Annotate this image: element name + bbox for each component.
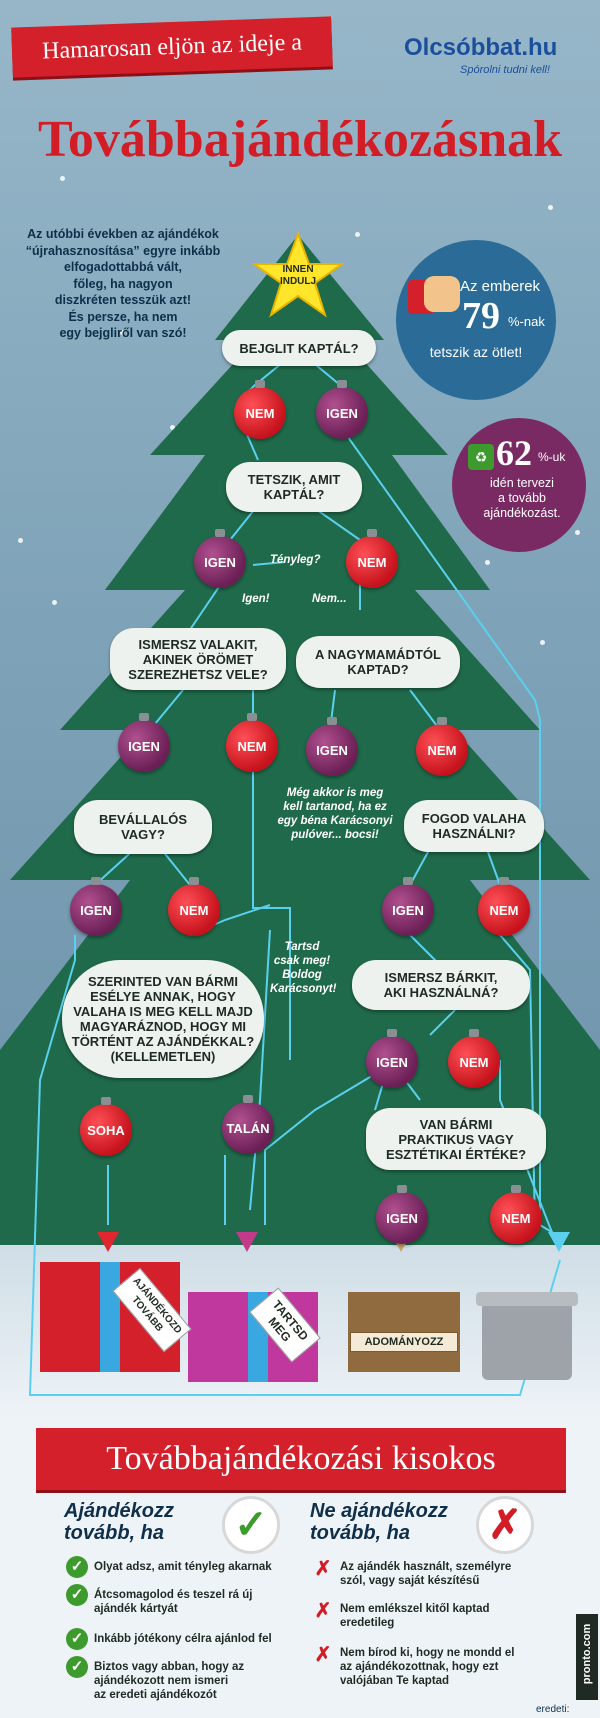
guide-left-heading: Ajándékozz tovább, ha xyxy=(64,1500,175,1544)
answer-igen: IGEN xyxy=(376,1185,428,1244)
question-hasznalni: FOGOD VALAHA HASZNÁLNI? xyxy=(404,800,544,852)
guide-right-heading: Ne ajándékozz tovább, ha xyxy=(310,1500,448,1544)
big-check-icon: ✓ xyxy=(222,1496,280,1554)
cross-icon: ✗ xyxy=(314,1600,332,1622)
snowflake xyxy=(60,176,65,181)
note-pulover: Még akkor is meg kell tartanod, ha ez eg… xyxy=(277,787,393,841)
answer-nem: NEM xyxy=(448,1029,500,1088)
question-tetszik: TETSZIK, AMIT KAPTÁL? xyxy=(226,462,362,512)
check-icon: ✓ xyxy=(66,1628,88,1650)
guide-title: Továbbajándékozási kisokos xyxy=(106,1440,496,1477)
snowflake xyxy=(548,205,553,210)
stat-79-unit: %-nak xyxy=(508,314,545,329)
answer-nem: NEM xyxy=(478,877,530,936)
stat-79-value: 79 xyxy=(462,295,500,337)
question-nagymama: A NAGYMAMÁDTÓL KAPTAD? xyxy=(296,636,460,688)
snowflake xyxy=(18,538,23,543)
recycle-gift-icon: ♻ xyxy=(468,444,494,470)
snowflake xyxy=(485,560,490,565)
answer-igen: IGEN xyxy=(118,713,170,772)
intro-text: Az utóbbi években az ajándékok “újrahasz… xyxy=(25,227,221,340)
stat-79-circle: Az emberek 79 %-nak tetszik az ötlet! xyxy=(396,240,556,400)
check-icon: ✓ xyxy=(66,1656,88,1678)
stat-62-circle: ♻ 62 %-uk idén tervezi a tovább ajándéko… xyxy=(452,418,586,552)
start-star-icon xyxy=(252,232,344,318)
thumbs-up-hand xyxy=(424,276,460,312)
outcome-tag-adomanyozz: ADOMÁNYOZZ xyxy=(350,1332,458,1352)
pronto-logo: pronto.com xyxy=(581,1623,593,1685)
snowflake xyxy=(540,640,545,645)
cross-icon: ✗ xyxy=(314,1558,332,1580)
site-tagline: Spórolni tudni kell! xyxy=(460,64,550,76)
answer-igen: IGEN xyxy=(382,877,434,936)
guide-right-item: Nem bírod ki, hogy ne mondd el az ajándé… xyxy=(340,1647,515,1687)
question-bejgli: BEJGLIT KAPTÁL? xyxy=(222,330,376,366)
page-title: Továbbajándékozásnak xyxy=(37,111,563,168)
source-label: eredeti: xyxy=(536,1704,570,1715)
answer-igen: IGEN xyxy=(70,877,122,936)
answer-nem: NEM xyxy=(226,713,278,772)
note-igen: Igen! xyxy=(242,593,270,605)
snowflake xyxy=(355,232,360,237)
snowflake xyxy=(170,425,175,430)
stat-62-value: 62 xyxy=(496,433,532,473)
stat-79-prefix: Az emberek xyxy=(460,278,541,295)
question-bevallalos: BEVÁLLALÓS VAGY? xyxy=(74,800,212,854)
check-icon: ✓ xyxy=(66,1556,88,1578)
big-cross-icon: ✗ xyxy=(476,1496,534,1554)
guide-right-item: Az ajándék használt, személyre szól, vag… xyxy=(340,1561,512,1587)
snowflake xyxy=(575,530,580,535)
note-tenyleg: Tényleg? xyxy=(270,554,321,566)
note-nem: Nem... xyxy=(312,593,347,605)
site-logo: Olcsóbbat.hu xyxy=(404,34,558,61)
guide-left-item: Átcsomagolod és teszel rá új ajándék kár… xyxy=(94,1589,253,1615)
question-ismersz-barkit: ISMERSZ BÁRKIT, AKI HASZNÁLNÁ? xyxy=(352,960,530,1010)
note-tartsd: Tartsd csak meg! Boldog Karácsonyt! xyxy=(270,941,337,995)
stat-62-suffix: idén tervezi a tovább ajándékozást. xyxy=(483,476,561,520)
answer-talan: TALÁN xyxy=(222,1095,274,1154)
answer-nem: NEM xyxy=(416,717,468,776)
snowflake xyxy=(120,330,125,335)
guide-right-item: Nem emlékszel kitől kaptad eredetileg xyxy=(340,1603,490,1629)
answer-soha: SOHA xyxy=(80,1097,132,1156)
answer-nem: NEM xyxy=(490,1185,542,1244)
answer-nem: NEM xyxy=(168,877,220,936)
guide-left-item: Biztos vagy abban, hogy az ajándékozott … xyxy=(94,1661,245,1701)
answer-igen: IGEN xyxy=(194,529,246,588)
guide-left-item: Olyat adsz, amit tényleg akarnak xyxy=(94,1561,272,1573)
start-label: INNEN INDULJ xyxy=(279,264,317,287)
answer-igen: IGEN xyxy=(366,1029,418,1088)
question-praktikus: VAN BÁRMI PRAKTIKUS VAGY ESZTÉTIKAI ÉRTÉ… xyxy=(366,1108,546,1170)
answer-nem: NEM xyxy=(234,380,286,439)
check-icon: ✓ xyxy=(66,1584,88,1606)
stat-79-suffix: tetszik az ötlet! xyxy=(429,344,523,360)
stat-62-unit: %-uk xyxy=(538,450,566,464)
answer-igen: IGEN xyxy=(316,380,368,439)
guide-banner: Továbbajándékozási kisokos xyxy=(36,1428,566,1490)
answer-nem: NEM xyxy=(346,529,398,588)
question-magyarazat: SZERINTED VAN BÁRMI ESÉLYE ANNAK, HOGY V… xyxy=(62,960,264,1078)
snowflake xyxy=(52,600,57,605)
guide-left-item: Inkább jótékony célra ajánlod fel xyxy=(94,1633,272,1645)
answer-igen: IGEN xyxy=(306,717,358,776)
cross-icon: ✗ xyxy=(314,1644,332,1666)
question-ismersz-valakit: ISMERSZ VALAKIT, AKINEK ÖRÖMET SZEREZHET… xyxy=(110,628,286,690)
pronto-badge xyxy=(576,1614,598,1700)
